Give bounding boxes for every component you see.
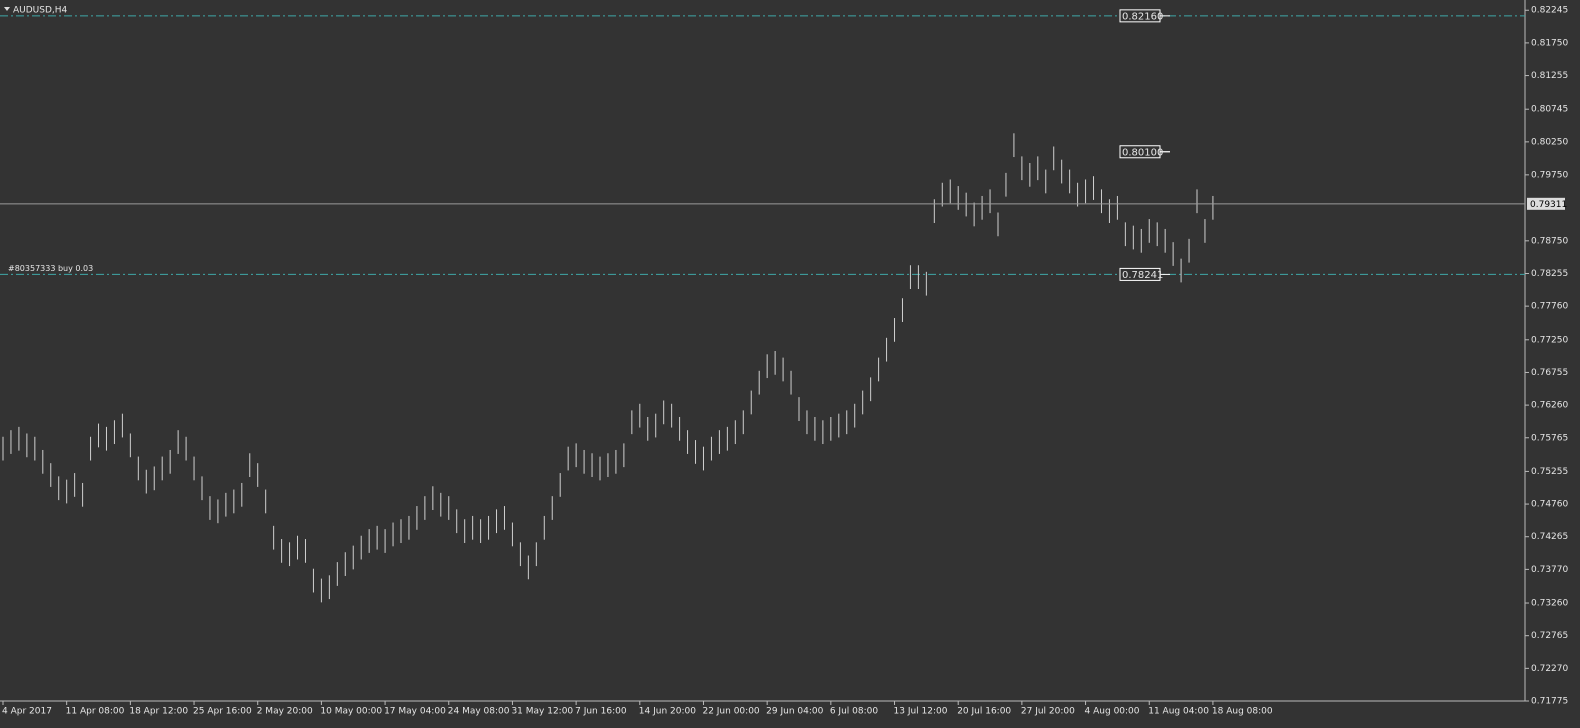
level-label-box xyxy=(1119,9,1161,23)
current-price-box xyxy=(1527,197,1565,210)
x-tick-label: 2 May 20:00 xyxy=(257,707,313,717)
y-tick-label: 0.73770 xyxy=(1531,565,1568,575)
x-tick-label: 13 Jul 12:00 xyxy=(894,707,948,717)
y-tick-label: 0.74760 xyxy=(1531,500,1568,510)
x-tick-label: 22 Jun 00:00 xyxy=(702,707,759,717)
y-tick-label: 0.71775 xyxy=(1531,697,1568,707)
y-tick-label: 0.72270 xyxy=(1531,664,1568,674)
chart-title: AUDUSD,H4 xyxy=(13,6,68,16)
x-tick-label: 18 Apr 12:00 xyxy=(129,707,188,717)
title-icon xyxy=(4,7,10,11)
y-tick-label: 0.78255 xyxy=(1531,269,1568,279)
x-tick-label: 17 May 04:00 xyxy=(384,707,446,717)
x-tick-label: 29 Jun 04:00 xyxy=(766,707,823,717)
x-tick-label: 18 Aug 08:00 xyxy=(1212,707,1273,717)
x-tick-label: 6 Jul 08:00 xyxy=(830,707,879,717)
x-tick-label: 10 May 00:00 xyxy=(320,707,382,717)
y-tick-label: 0.78750 xyxy=(1531,236,1568,246)
x-tick-label: 11 Apr 08:00 xyxy=(66,707,125,717)
y-tick-label: 0.72765 xyxy=(1531,631,1568,641)
level-label-box xyxy=(1119,145,1161,159)
x-tick-label: 24 May 08:00 xyxy=(448,707,510,717)
y-tick-label: 0.76755 xyxy=(1531,368,1568,378)
level-label: 0.78241 xyxy=(1122,270,1163,281)
y-tick-label: 0.75255 xyxy=(1531,467,1568,477)
y-tick-label: 0.75765 xyxy=(1531,433,1568,443)
y-tick-label: 0.76260 xyxy=(1531,401,1568,411)
order-label: #80357333 buy 0.03 xyxy=(8,264,93,273)
y-tick-label: 0.80745 xyxy=(1531,105,1568,115)
y-tick-label: 0.74265 xyxy=(1531,532,1568,542)
x-tick-label: 25 Apr 16:00 xyxy=(193,707,252,717)
x-tick-label: 14 Jun 20:00 xyxy=(639,707,696,717)
x-tick-label: 27 Jul 20:00 xyxy=(1021,707,1075,717)
y-tick-label: 0.79750 xyxy=(1531,170,1568,180)
level-label: 0.80100 xyxy=(1122,147,1163,158)
x-tick-label: 4 Apr 2017 xyxy=(2,707,52,717)
x-tick-label: 31 May 12:00 xyxy=(511,707,573,717)
y-tick-label: 0.81255 xyxy=(1531,71,1568,81)
y-tick-label: 0.73260 xyxy=(1531,599,1568,609)
y-tick-label: 0.81750 xyxy=(1531,38,1568,48)
y-tick-label: 0.82245 xyxy=(1531,6,1568,16)
y-tick-label: 0.77250 xyxy=(1531,335,1568,345)
x-tick-label: 7 Jun 16:00 xyxy=(575,707,627,717)
x-tick-label: 11 Aug 04:00 xyxy=(1148,707,1209,717)
y-tick-label: 0.77760 xyxy=(1531,302,1568,312)
current-price-label: 0.79311 xyxy=(1530,200,1567,210)
level-label: 0.82160 xyxy=(1122,11,1163,22)
level-label-box xyxy=(1119,267,1161,281)
x-tick-label: 4 Aug 00:00 xyxy=(1085,707,1140,717)
x-tick-label: 20 Jul 16:00 xyxy=(957,707,1011,717)
y-tick-label: 0.80250 xyxy=(1531,137,1568,147)
